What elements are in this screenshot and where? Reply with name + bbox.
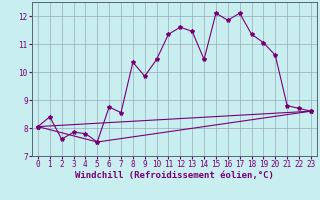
X-axis label: Windchill (Refroidissement éolien,°C): Windchill (Refroidissement éolien,°C): [75, 171, 274, 180]
